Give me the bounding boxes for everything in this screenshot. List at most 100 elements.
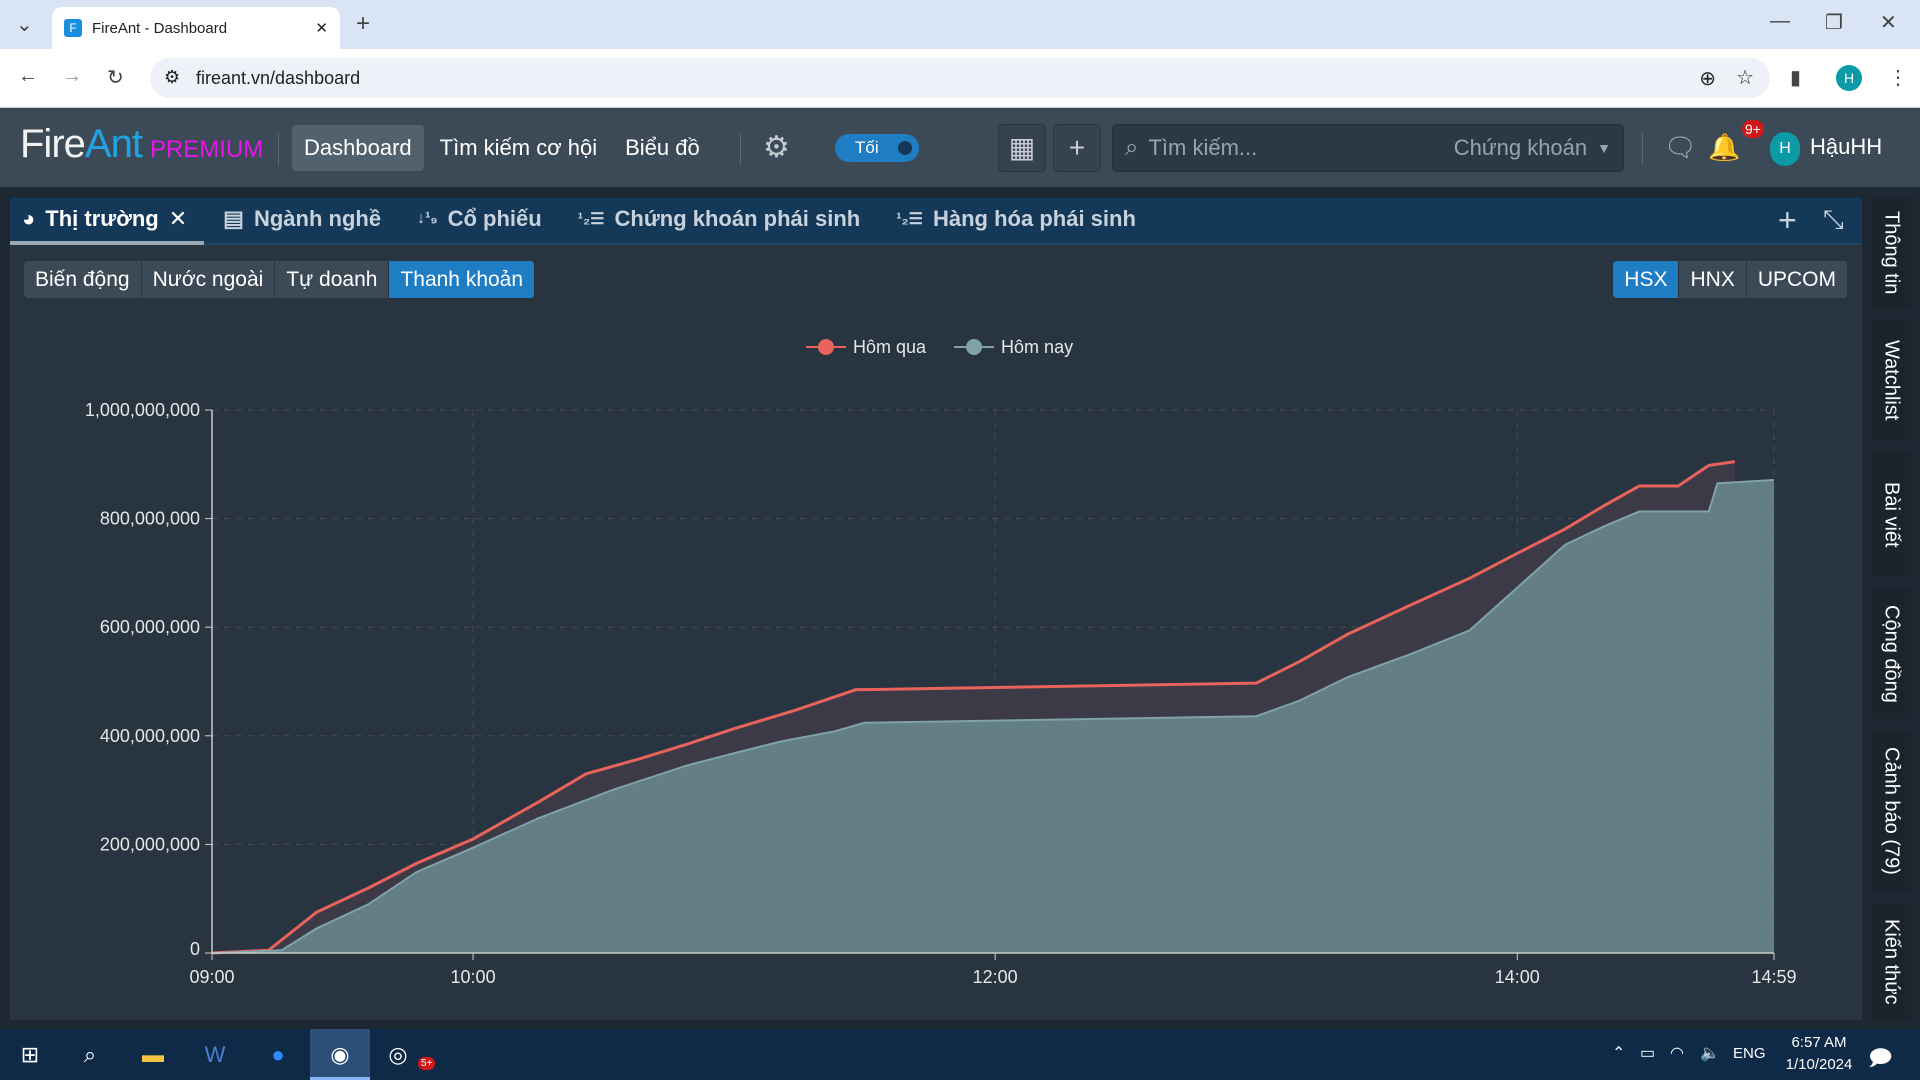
clock-date[interactable]: 1/10/2024 <box>1785 1056 1853 1073</box>
back-icon[interactable]: ← <box>18 65 38 87</box>
main-nav: Dashboard Tìm kiếm cơ hội Biểu đồ <box>292 125 712 171</box>
legend-marker <box>966 339 983 355</box>
windows-start-icon[interactable]: ⊞ <box>20 1042 40 1067</box>
volume-icon[interactable]: 🔈 <box>1700 1045 1720 1062</box>
notifications-icon[interactable]: 🗩 <box>1868 1045 1893 1070</box>
x-tick-label: 14:59 <box>1751 967 1796 987</box>
zoom-app-icon[interactable]: ● <box>271 1042 285 1067</box>
search-box[interactable]: ⌕ Tìm kiếm... Chứng khoán ▼ <box>1112 124 1624 172</box>
tab-derivatives[interactable]: ¹₂☰ Chứng khoán phái sinh <box>577 206 861 231</box>
minimize-icon[interactable]: — <box>1770 10 1790 32</box>
layout-grid-icon[interactable]: ▦ <box>998 124 1046 172</box>
ordered-list-icon: ¹₂☰ <box>896 211 923 228</box>
legend-label: Hôm qua <box>853 337 927 357</box>
zoom-icon[interactable]: ⊕ <box>1699 68 1716 90</box>
url-field[interactable]: ⚙ fireant.vn/dashboard ⊕ ☆ <box>150 58 1770 98</box>
add-tab-icon[interactable]: + <box>1778 202 1797 238</box>
exchange-hnx[interactable]: HNX <box>1679 261 1747 298</box>
legend-marker <box>818 339 834 355</box>
language-indicator[interactable]: ENG <box>1733 1045 1766 1062</box>
search-input[interactable]: Tìm kiếm... <box>1148 135 1258 160</box>
x-tick-label: 14:00 <box>1495 967 1540 987</box>
tab-title: FireAnt - Dashboard <box>92 19 228 37</box>
search-icon[interactable]: ⌕ <box>83 1042 97 1067</box>
series-area-1 <box>212 480 1774 953</box>
panel-tabs: ◕ Thị trường ✕ ▤ Ngành nghề ↓¹₉ Cổ phiếu ¹₂☰… <box>10 198 1862 245</box>
sidebar-community[interactable]: Cộng đồng <box>1871 589 1911 719</box>
subtab-liquidity[interactable]: Thanh khoản <box>389 261 536 298</box>
close-window-icon[interactable]: ✕ <box>1880 12 1897 34</box>
sort-numeric-icon: ↓¹₉ <box>417 210 438 227</box>
active-tab-indicator <box>10 241 204 245</box>
tab-industries[interactable]: ▤ Ngành nghề <box>223 206 382 231</box>
windows-taskbar: ⊞ ⌕ ▬ W ● ◉ ◎ 5+ ⌃ ▭ ◠ 🔈 ENG 6:57 AM 1/1… <box>0 1029 1920 1080</box>
bell-icon[interactable]: 🔔 <box>1708 132 1741 162</box>
y-tick-label: 200,000,000 <box>100 834 200 854</box>
chrome-taskbar-item[interactable]: ◉ <box>310 1029 370 1080</box>
collapse-icon[interactable]: ⤡ <box>1823 204 1844 234</box>
series-line-0 <box>211 460 1736 955</box>
menu-icon[interactable]: ⋮ <box>1888 67 1908 89</box>
exchange-hsx[interactable]: HSX <box>1613 261 1680 298</box>
y-tick-label: 600,000,000 <box>100 617 200 637</box>
wifi-icon[interactable]: ◠ <box>1670 1045 1684 1062</box>
url-text: fireant.vn/dashboard <box>196 67 361 88</box>
tab-market[interactable]: ◕ Thị trường ✕ <box>22 206 188 231</box>
nav-charts[interactable]: Biểu đồ <box>625 135 700 160</box>
pie-chart-icon: ◕ <box>22 206 36 231</box>
file-explorer-icon[interactable]: ▬ <box>142 1042 164 1067</box>
exchange-upcom[interactable]: UPCOM <box>1746 261 1848 298</box>
tab-stocks[interactable]: ↓¹₉ Cổ phiếu <box>417 206 542 231</box>
bookmark-star-icon[interactable]: ☆ <box>1736 67 1754 89</box>
tab-search-icon[interactable]: ⌄ <box>16 14 33 36</box>
forward-icon[interactable]: → <box>62 65 82 87</box>
y-tick-label: 800,000,000 <box>100 509 200 529</box>
theme-toggle[interactable]: Tối <box>835 134 919 162</box>
sidebar-knowledge[interactable]: Kiến thức <box>1871 903 1911 1020</box>
right-sidebar: Thông tin Watchlist Bài viết Cộng đồng C… <box>1871 198 1911 1020</box>
browser-tab-strip: ⌄ F FireAnt - Dashboard ✕ + — ❐ ✕ <box>0 0 1920 49</box>
tray-chevron-icon[interactable]: ⌃ <box>1612 1045 1626 1062</box>
sidebar-info[interactable]: Thông tin <box>1871 198 1911 308</box>
user-avatar[interactable]: H <box>1770 132 1800 166</box>
chat-icon[interactable]: 🗨 <box>1664 132 1698 162</box>
y-tick-label: 0 <box>190 939 200 959</box>
battery-icon[interactable]: ▭ <box>1640 1045 1656 1062</box>
subtab-foreign[interactable]: Nước ngoài <box>141 261 276 298</box>
app-navbar: FireAnt PREMIUM Dashboard Tìm kiếm cơ hội… <box>0 108 1920 187</box>
settings-gear-icon[interactable]: ⚙ <box>763 131 790 164</box>
browser-tab[interactable]: F FireAnt - Dashboard ✕ <box>52 7 340 49</box>
chevron-down-icon: ▼ <box>1597 140 1611 156</box>
fireant-logo[interactable]: FireAnt PREMIUM <box>20 122 264 166</box>
word-icon[interactable]: W <box>204 1042 226 1067</box>
sidebar-watchlist[interactable]: Watchlist <box>1871 320 1911 440</box>
series-line-1 <box>211 479 1775 954</box>
zalo-icon[interactable]: ◎ <box>388 1042 408 1067</box>
site-info-icon[interactable]: ⚙ <box>164 67 181 87</box>
sidebar-articles[interactable]: Bài viết <box>1871 452 1911 577</box>
close-tab-icon[interactable]: ✕ <box>315 20 328 37</box>
subtab-movement[interactable]: Biến động <box>24 261 142 298</box>
profile-avatar[interactable]: H <box>1836 65 1862 91</box>
sidebar-alerts[interactable]: Cảnh báo (79) <box>1871 731 1911 891</box>
nav-dashboard[interactable]: Dashboard <box>292 125 424 171</box>
reload-icon[interactable]: ↻ <box>107 67 124 89</box>
side-panel-icon[interactable]: ▮ <box>1790 67 1802 89</box>
chrome-icon: ◉ <box>330 1042 350 1067</box>
search-scope-dropdown[interactable]: Chứng khoán <box>1453 135 1588 160</box>
favicon-icon: F <box>64 19 82 37</box>
subtab-group: Biến động Nước ngoài Tự doanh Thanh khoả… <box>24 261 536 298</box>
tab-commodity-derivatives[interactable]: ¹₂☰ Hàng hóa phái sinh <box>896 206 1136 231</box>
nav-opportunity-search[interactable]: Tìm kiếm cơ hội <box>439 135 598 160</box>
close-icon[interactable]: ✕ <box>168 206 188 231</box>
add-icon[interactable]: + <box>1053 124 1101 172</box>
legend-label: Hôm nay <box>1001 337 1073 357</box>
user-name[interactable]: HậuHH <box>1810 134 1883 159</box>
x-tick-label: 12:00 <box>973 967 1018 987</box>
restore-icon[interactable]: ❐ <box>1825 12 1843 34</box>
new-tab-icon[interactable]: + <box>356 10 371 37</box>
subtab-proprietary[interactable]: Tự doanh <box>275 261 390 298</box>
x-tick-label: 09:00 <box>189 967 234 987</box>
clock-time[interactable]: 6:57 AM <box>1791 1034 1847 1051</box>
